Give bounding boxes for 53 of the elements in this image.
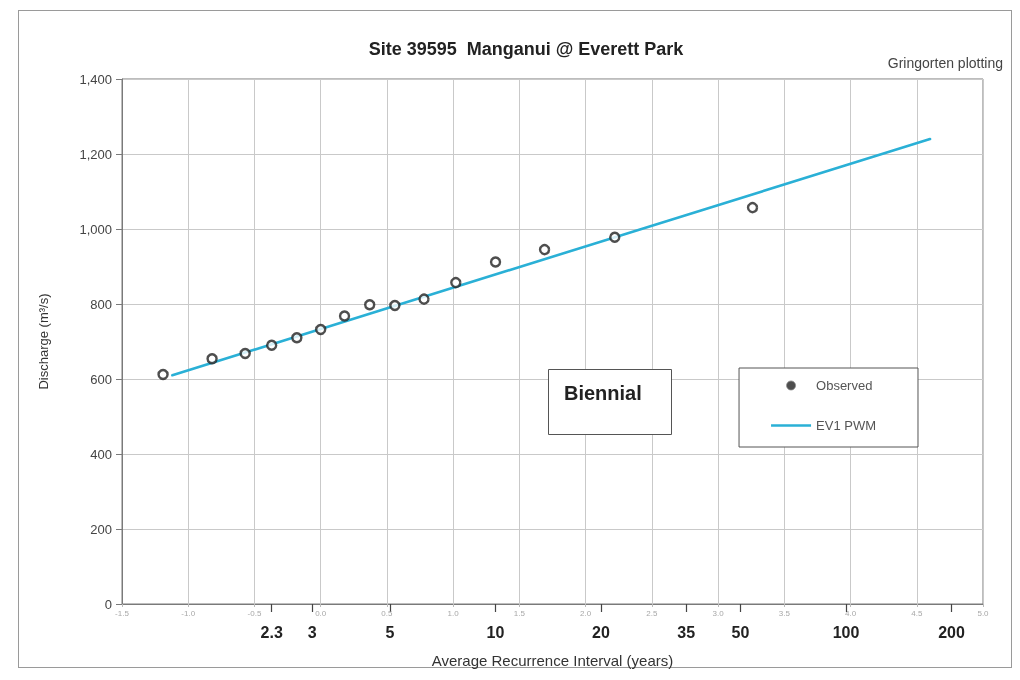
y-tick-label: 1,000 — [79, 221, 112, 237]
point — [315, 323, 327, 336]
x-tick-label: 3.5 — [778, 608, 791, 618]
x2-axis-title: Average Recurrence Interval (years) — [431, 652, 674, 669]
y-tick-label: 400 — [90, 446, 112, 462]
y-tick-label: 600 — [90, 371, 112, 387]
x-tick-label: 0.0 — [315, 608, 327, 618]
legend-label: EV1 PWM — [816, 418, 877, 433]
point — [206, 353, 218, 365]
x-tick-label: 2.5 — [646, 608, 658, 618]
annotation: Biennial — [564, 382, 642, 404]
y-tick-label: 0 — [104, 596, 112, 612]
x2-tick-label: 20 — [592, 623, 610, 641]
x2-tick-label: 5 — [385, 623, 395, 641]
x-tick-label: 0.5 — [381, 608, 394, 618]
point — [489, 256, 502, 268]
point — [538, 243, 551, 256]
x-tick-label: 5.0 — [977, 608, 990, 618]
x2-tick-label: 3 — [307, 623, 317, 641]
x-tick-label: 2.0 — [580, 608, 592, 618]
x-tick-label: 1.0 — [447, 608, 460, 618]
y-tick-label: 200 — [90, 521, 112, 537]
x-tick-label: -1.5 — [115, 608, 130, 618]
point — [265, 339, 278, 351]
y-tick-label: 1,400 — [79, 71, 112, 87]
point — [364, 299, 376, 311]
y-tick-label: 1,200 — [79, 146, 112, 162]
y-axis-title: Discharge (m³/s) — [36, 293, 51, 390]
x2-tick-label: 100 — [832, 623, 860, 641]
point — [746, 201, 759, 214]
point — [418, 293, 430, 305]
legend-label: Observed — [816, 378, 873, 393]
x-tick-label: 1.5 — [513, 608, 526, 618]
x-tick-label: 3.0 — [712, 608, 725, 618]
text: Gringorten plotting — [887, 55, 1004, 71]
point — [291, 332, 303, 344]
point — [239, 347, 251, 360]
x2-tick-label: 50 — [731, 623, 750, 641]
point — [338, 310, 351, 322]
point — [609, 231, 621, 243]
y-tick-label: 800 — [90, 296, 112, 312]
x2-tick-label: 200 — [938, 623, 965, 641]
x2-tick-label: 10 — [486, 623, 505, 641]
x2-tick-label: 2.3 — [260, 623, 283, 641]
point — [450, 276, 462, 289]
point — [389, 299, 401, 312]
x-tick-label: 4.0 — [844, 608, 857, 618]
x2-tick-label: 35 — [677, 623, 696, 641]
x-tick-label: -1.0 — [181, 608, 196, 618]
chart-title: Site 39595 Manganui @ Everett Park — [368, 39, 685, 59]
x-tick-label: 4.5 — [911, 608, 923, 618]
point — [157, 368, 169, 381]
x-tick-label: -0.5 — [247, 608, 262, 618]
